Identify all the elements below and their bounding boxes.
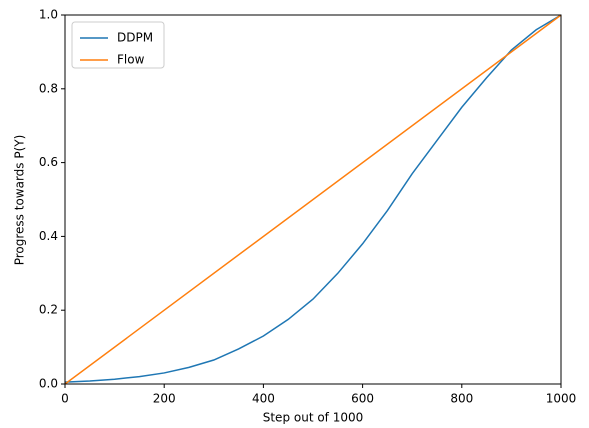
- x-tick-label: 0: [61, 392, 69, 406]
- y-tick-label: 0.2: [39, 303, 58, 317]
- x-tick-label: 400: [252, 392, 275, 406]
- y-tick-label: 1.0: [39, 8, 58, 22]
- legend-label: DDPM: [117, 31, 153, 45]
- data-line: [64, 14, 562, 385]
- legend-box: [71, 21, 165, 69]
- y-tick-label: 0.8: [39, 81, 58, 95]
- y-tick-label: 0.6: [39, 155, 58, 169]
- y-tick-label: 0.0: [39, 377, 58, 391]
- plot-frame: [64, 14, 562, 385]
- x-tick-label: 800: [450, 392, 473, 406]
- legend-label: Flow: [117, 53, 145, 67]
- x-tick-label: 200: [153, 392, 176, 406]
- x-axis-label: Step out of 1000: [263, 411, 364, 425]
- x-tick-label: 1000: [546, 392, 577, 406]
- data-line: [64, 14, 562, 383]
- y-tick-label: 0.4: [39, 229, 58, 243]
- x-tick-label: 600: [351, 392, 374, 406]
- y-axis-label: Progress towards P(Y): [13, 135, 27, 266]
